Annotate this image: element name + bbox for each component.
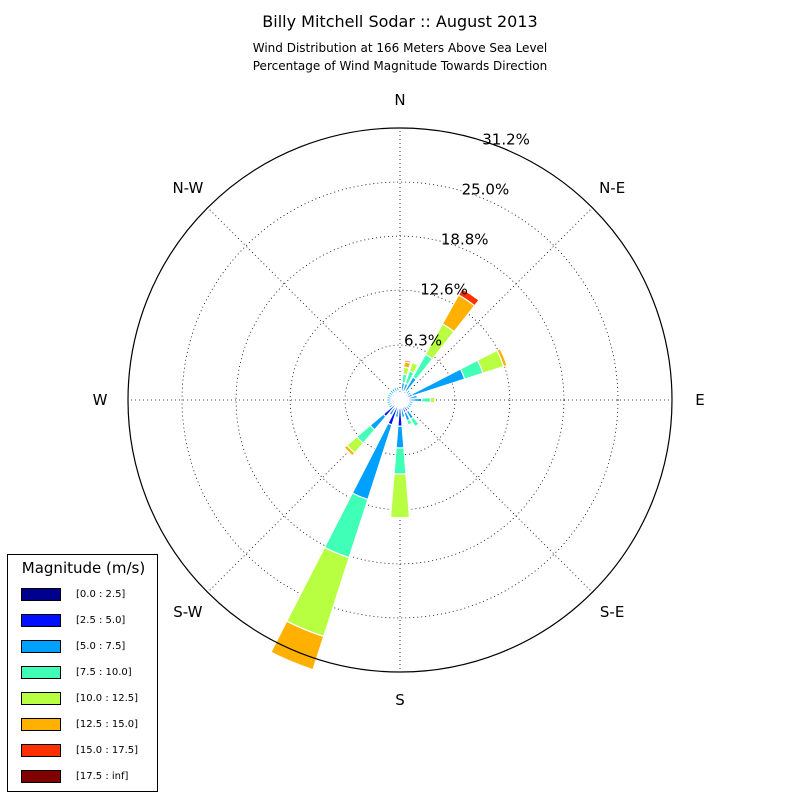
legend-swatch: [21, 770, 61, 783]
legend-label: [5.0 : 7.5]: [76, 641, 126, 652]
legend-item: [5.0 : 7.5]: [21, 640, 151, 654]
rose-segment: [407, 394, 418, 400]
legend-item: [2.5 : 5.0]: [21, 614, 151, 628]
direction-label: E: [695, 391, 704, 409]
direction-label: S: [395, 691, 405, 709]
grid-spoke: [207, 399, 401, 593]
direction-label: S-E: [600, 603, 624, 621]
rose-segment: [405, 418, 413, 426]
legend-label: [0.0 : 2.5]: [76, 589, 126, 600]
rose-segment: [395, 386, 400, 393]
grid-ring: [181, 181, 619, 619]
rose-segment: [395, 425, 405, 449]
rose-segment: [394, 407, 400, 418]
legend-item: [17.5 : inf]: [21, 770, 151, 784]
legend-label: [12.5 : 15.0]: [76, 719, 139, 730]
grid-ring: [344, 344, 456, 456]
legend-label: [7.5 : 10.0]: [76, 667, 132, 678]
chart-subtitle-line-1: Wind Distribution at 166 Meters Above Se…: [252, 41, 548, 55]
rose-segment: [389, 473, 411, 519]
rose-segment: [343, 444, 356, 457]
chart-title: Billy Mitchell Sodar :: August 2013: [262, 12, 538, 31]
rose-segment: [270, 620, 325, 671]
legend-swatch: [21, 666, 61, 679]
legend-swatch: [21, 744, 61, 757]
rose-segment: [388, 405, 397, 417]
direction-label: N: [394, 91, 405, 109]
direction-label: N-E: [599, 179, 625, 197]
legend-label: [15.0 : 17.5]: [76, 745, 139, 756]
legend-label: [17.5 : inf]: [76, 771, 129, 782]
grid-ring: [235, 235, 565, 565]
radial-tick-label: 18.8%: [441, 231, 489, 249]
direction-label: S-W: [173, 603, 202, 621]
legend-swatch: [21, 588, 61, 601]
radial-tick-label: 25.0%: [462, 181, 510, 199]
direction-label: W: [93, 391, 108, 409]
legend-label: [2.5 : 5.0]: [76, 615, 126, 626]
rose-segment: [408, 361, 419, 374]
legend-item: [12.5 : 15.0]: [21, 718, 151, 732]
legend-swatch: [21, 614, 61, 627]
legend-swatch: [21, 640, 61, 653]
rose-segment: [409, 416, 420, 428]
rose-segment: [421, 396, 432, 404]
legend-swatch: [21, 718, 61, 731]
radial-tick-label: 6.3%: [404, 331, 442, 349]
grid-spoke: [399, 207, 593, 401]
grid-spoke: [399, 399, 593, 593]
rose-segment: [323, 492, 369, 559]
legend: Magnitude (m/s) [0.0 : 2.5] [2.5 : 5.0] [5…: [7, 554, 158, 792]
radial-tick-label: 31.2%: [482, 131, 530, 149]
legend-title: Magnitude (m/s): [21, 559, 146, 577]
legend-item: [10.0 : 12.5]: [21, 692, 151, 706]
radial-tick-label: 12.6%: [420, 281, 468, 299]
legend-item: [7.5 : 10.0]: [21, 666, 151, 680]
legend-label: [10.0 : 12.5]: [76, 693, 139, 704]
grid-spoke: [207, 207, 401, 401]
chart-subtitle-line-2: Percentage of Wind Magnitude Towards Dir…: [252, 59, 548, 73]
rose-segment: [400, 407, 406, 418]
rose-segment: [393, 447, 407, 475]
legend-item: [15.0 : 17.5]: [21, 744, 151, 758]
outer-ring: [127, 127, 673, 673]
rose-segment: [285, 546, 350, 638]
rose-segment: [429, 396, 436, 404]
rose-segment: [403, 359, 412, 364]
legend-item: [0.0 : 2.5]: [21, 588, 151, 602]
direction-label: N-W: [172, 179, 203, 197]
rose-segment: [496, 347, 508, 368]
rose-segment: [457, 288, 480, 307]
legend-swatch: [21, 692, 61, 705]
